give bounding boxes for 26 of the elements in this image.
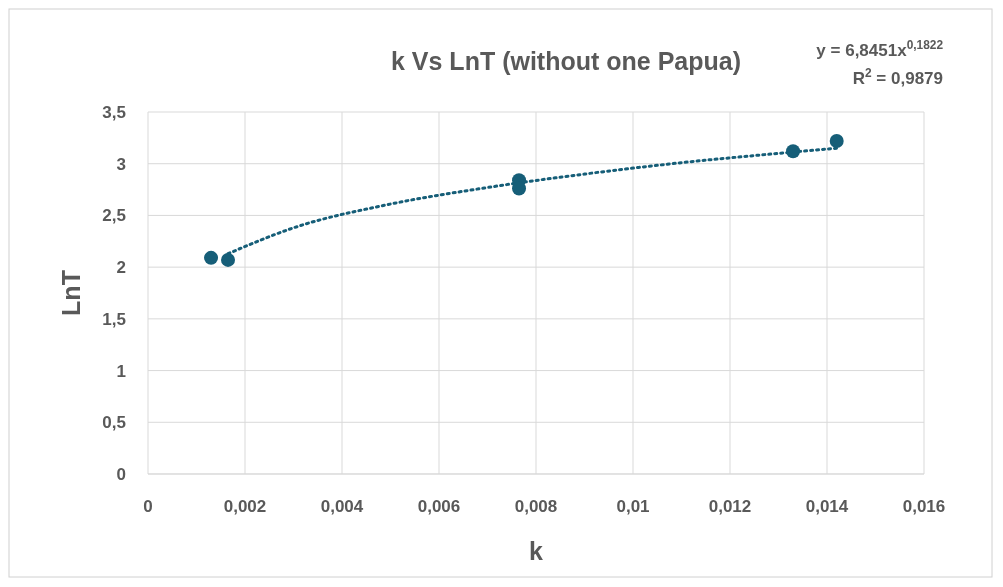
y-axis-title: LnT [57, 270, 85, 316]
y-tick-label: 1,5 [102, 309, 126, 329]
y-tick-label: 3,5 [102, 103, 126, 122]
y-tick-label: 1 [116, 361, 126, 381]
y-tick-label: 2,5 [102, 206, 126, 226]
y-tick-label: 0 [116, 465, 126, 484]
point [786, 144, 801, 159]
x-tick-label: 0,01 [616, 497, 650, 516]
x-tick-label: 0,008 [514, 497, 558, 516]
text: R$^{2}$ = 0,9879 [852, 66, 943, 88]
x-tick-label: 0,016 [902, 497, 946, 516]
point [221, 252, 236, 267]
y-tick-label: 3 [116, 154, 126, 174]
x-tick-label: 0,012 [708, 497, 752, 516]
x-tick-label: 0,004 [320, 497, 364, 516]
y-tick-label: 2 [116, 258, 126, 278]
x-tick-label: 0,014 [805, 497, 849, 516]
text: y = 6,8451x$^{0,1822}$ [816, 38, 944, 60]
x-tick-label: 0 [143, 497, 153, 516]
x-axis-title: k [529, 537, 544, 565]
x-tick-label: 0,002 [223, 497, 267, 516]
point [829, 133, 844, 148]
point [204, 250, 219, 265]
y-tick-label: 0,5 [102, 413, 126, 433]
x-tick-label: 0,006 [417, 497, 461, 516]
chart-title: k Vs LnT (without one Papua) [391, 47, 741, 75]
